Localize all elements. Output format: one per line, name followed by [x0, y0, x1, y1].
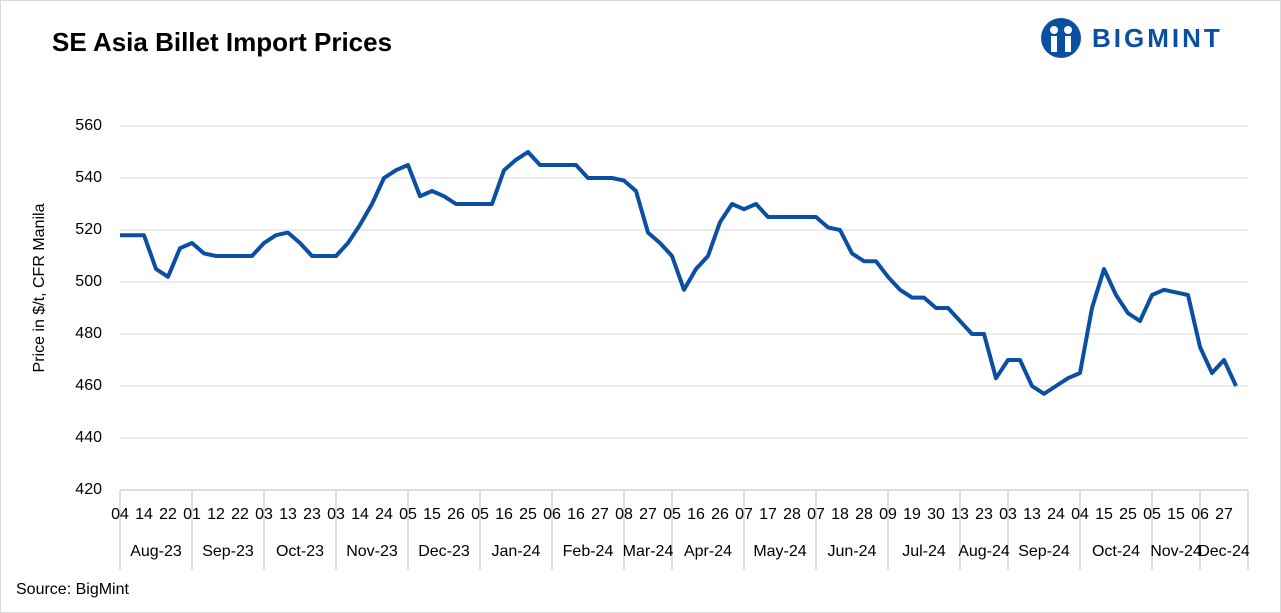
y-axis-title: Price in $/t, CFR Manila: [31, 203, 48, 372]
x-tick-label: 23: [975, 506, 993, 523]
group-label: Sep-24: [1018, 543, 1070, 560]
group-label: Jan-24: [492, 543, 541, 560]
group-label: Oct-24: [1092, 543, 1140, 560]
x-tick-label: 23: [303, 506, 321, 523]
group-label: Sep-23: [202, 543, 254, 560]
group-label: Dec-24: [1198, 543, 1250, 560]
group-label: Oct-23: [276, 543, 324, 560]
x-tick-label: 16: [687, 506, 705, 523]
x-tick-label: 27: [639, 506, 657, 523]
y-tick-label: 420: [75, 481, 102, 498]
logo: BIGMINT: [1041, 18, 1223, 58]
group-label: May-24: [753, 543, 806, 560]
x-tick-label: 24: [375, 506, 393, 523]
group-label: Dec-23: [418, 543, 470, 560]
brand: BIGMINT: [1092, 23, 1223, 53]
source: Source: BigMint: [16, 581, 129, 598]
y-tick-label: 540: [75, 169, 102, 186]
x-tick-label: 28: [783, 506, 801, 523]
x-tick-label: 22: [159, 506, 177, 523]
x-tick-label: 12: [207, 506, 225, 523]
x-tick-label: 28: [855, 506, 873, 523]
x-tick-label: 18: [831, 506, 849, 523]
line: [120, 150, 1238, 396]
x-tick-label: 13: [1023, 506, 1041, 523]
y-tick-label: 560: [75, 117, 102, 134]
x-tick-label: 15: [1167, 506, 1185, 523]
x-tick-label: 25: [519, 506, 537, 523]
x-tick-label: 27: [591, 506, 609, 523]
group-label: Aug-24: [958, 543, 1010, 560]
x-tick-label: 15: [423, 506, 441, 523]
x-tick-label: 22: [231, 506, 249, 523]
x-tick-label: 13: [279, 506, 297, 523]
x-tick-label: 25: [1119, 506, 1137, 523]
y-tick-label: 520: [75, 221, 102, 238]
group-label: Aug-23: [130, 543, 182, 560]
group-label: Feb-24: [563, 543, 614, 560]
y-tick-label: 440: [75, 429, 102, 446]
x-tick-label: 26: [711, 506, 729, 523]
x-tick-label: 26: [447, 506, 465, 523]
x-tick-label: 16: [567, 506, 585, 523]
chart-title: SE Asia Billet Import Prices: [52, 27, 392, 57]
y-tick-label: 480: [75, 325, 102, 342]
y-tick-label: 500: [75, 273, 102, 290]
x-tick-label: 14: [135, 506, 153, 523]
x-tick-label: 27: [1215, 506, 1233, 523]
x-tick-label: 30: [927, 506, 945, 523]
y-tick-label: 460: [75, 377, 102, 394]
x-tick-label: 24: [1047, 506, 1065, 523]
group-label: Mar-24: [623, 543, 674, 560]
x-tick-label: 15: [1095, 506, 1113, 523]
group-label: Jun-24: [828, 543, 877, 560]
x-tick-label: 14: [351, 506, 369, 523]
group-label: Apr-24: [684, 543, 732, 560]
group-label: Jul-24: [902, 543, 946, 560]
group-label: Nov-24: [1150, 543, 1202, 560]
x-tick-label: 17: [759, 506, 777, 523]
x-tick-label: 16: [495, 506, 513, 523]
group-label: Nov-23: [346, 543, 398, 560]
x-tick-label: 19: [903, 506, 921, 523]
